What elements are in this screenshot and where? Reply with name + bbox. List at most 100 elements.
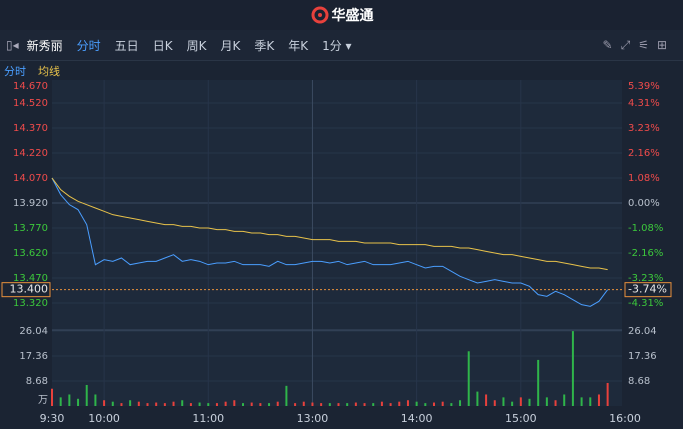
y2-tick-label: 2.16% [628,148,660,159]
volume-bar [433,402,435,406]
y2-tick-label: -3.23% [628,273,663,284]
volume-bar [259,403,262,406]
volume-bar [120,403,123,406]
volume-bar [198,402,201,406]
vol-tick-label: 8.68 [628,376,650,387]
volume-bar [528,398,531,406]
volume-bar [589,397,592,406]
volume-bar [459,400,462,406]
volume-bar [389,403,392,406]
volume-bar [485,394,488,406]
volume-bar [606,382,609,406]
vol-tick-label: 26.04 [19,326,48,337]
tab[interactable]: 日K [152,38,173,53]
header: 华盛通 [0,0,683,30]
volume-bar [346,403,349,406]
y-tick-label: 13.770 [13,223,48,234]
volume-bar [215,403,218,406]
volume-bar [476,391,479,406]
tabs: 分时 五日 日K 周K 月K 季K 年K [77,37,322,54]
volume-bar [571,331,574,406]
x-tick-label: 13:00 [297,412,329,425]
volume-bar [441,401,444,406]
tool-icons[interactable]: ✎⤢⚟⊞ [602,37,675,52]
volume-bar [68,394,71,406]
volume-bar [224,401,227,406]
volume-bar [320,403,323,406]
y2-tick-label: -2.16% [628,248,663,259]
interval-label: 1分 [322,38,342,53]
x-tick-label: 10:00 [88,412,120,425]
volume-bar [146,403,149,406]
x-tick-label: 14:00 [401,412,433,425]
volume-bar [302,401,305,406]
volume-bar [294,403,297,406]
y2-tick-label: -1.08% [628,223,663,234]
x-tick-label: 9:30 [40,412,65,425]
collapse-icon[interactable]: ▯◂ [6,38,19,52]
series-line [51,177,609,307]
x-tick-label: 16:00 [609,412,641,425]
current-price: 13.400 [10,283,49,296]
volume-bar [77,398,80,406]
volume-bar [511,401,514,406]
toolbar: ▯◂ 新秀丽 分时 五日 日K 周K 月K 季K 年K 1分 ▾ ✎⤢⚟⊞ [0,30,683,61]
y-tick-label: 13.320 [13,298,48,309]
volume-bar [94,394,97,406]
vol-tick-label: 17.36 [19,351,48,362]
price-box [1,282,51,298]
volume-bar [311,402,314,406]
volume-bar [537,359,540,406]
legend-item[interactable]: 均线 [38,65,60,78]
volume-bar [467,351,470,406]
plot-bg [52,80,622,406]
y-tick-label: 13.920 [13,198,48,209]
y-tick-label: 14.670 [13,81,48,92]
interval[interactable]: 1分 ▾ [322,38,352,53]
y-tick-label: 14.220 [13,148,48,159]
volume-bar [59,397,62,406]
x-tick-label: 15:00 [505,412,537,425]
volume-bar [493,400,496,406]
volume-bar [354,402,357,406]
y2-tick-label: 3.23% [628,123,660,134]
vol-tick-label: 8.68 [26,376,48,387]
tab[interactable]: 五日 [114,38,139,53]
y2-tick-label: 0.00% [628,198,660,209]
volume-bar [242,403,244,406]
volume-bar [111,401,114,406]
volume-bar [163,403,166,406]
y-tick-label: 14.370 [13,123,48,134]
volume-bar [129,400,132,406]
volume-bar [268,403,271,406]
volume-bar [597,394,600,406]
volume-bar [328,403,331,406]
volume-bar [233,400,236,406]
volume-bar [554,400,557,406]
y2-tick-label: 5.39% [628,81,660,92]
vol-tick-label: 17.36 [628,351,657,362]
volume-bar [450,403,453,406]
volume-bar [189,403,192,406]
tab[interactable]: 月K [220,38,241,53]
tab[interactable]: 分时 [76,38,101,53]
volume-bar [250,402,253,406]
chart: 14.670 14.520 14.370 14.220 14.070 13.920 13.7… [1,80,672,425]
vol-tick-label: 26.04 [628,326,657,337]
volume-bar [545,397,548,406]
volume-bar [285,385,288,406]
tab[interactable]: 年K [288,38,309,53]
volume-bar [519,397,522,406]
legend-item[interactable]: 分时 [4,65,26,78]
volume-bar [502,397,505,406]
volume-bar [337,403,340,406]
current-change: -3.74% [628,283,667,296]
volume-bar [85,384,88,406]
volume-bar [103,400,106,406]
volume-bar [172,401,175,406]
volume-bar [563,394,566,406]
tab[interactable]: 季K [254,38,275,53]
tab[interactable]: 周K [186,38,207,53]
volume-bar [580,397,583,406]
